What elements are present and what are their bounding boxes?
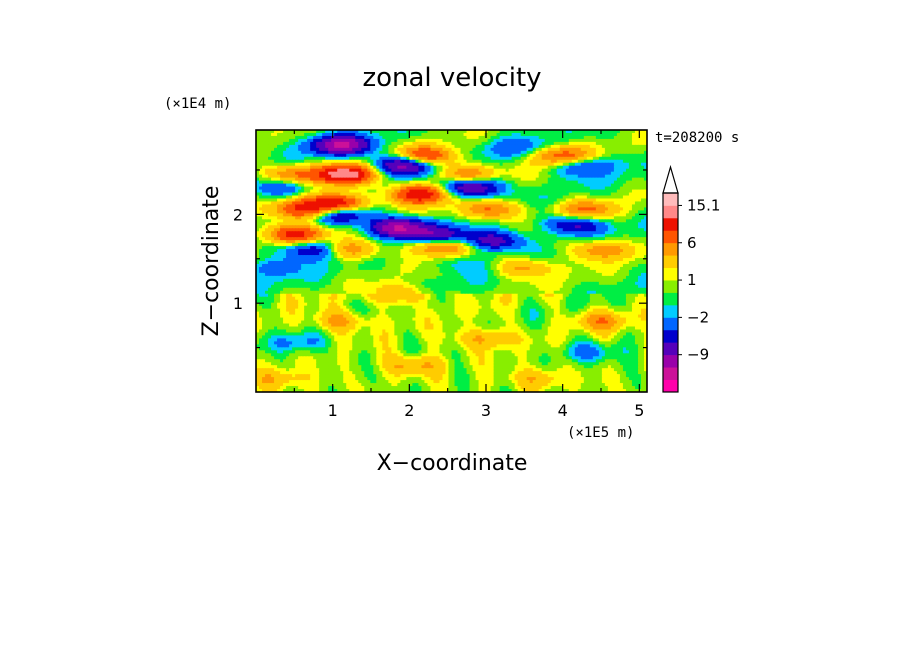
colorbar-swatch bbox=[663, 242, 678, 256]
colorbar-swatch bbox=[663, 217, 678, 231]
x-tick-label: 3 bbox=[481, 401, 491, 420]
colorbar: 15.1 6 1 −2 −9 bbox=[662, 164, 720, 393]
colorbar-swatch bbox=[663, 342, 678, 356]
colorbar-swatch bbox=[663, 280, 678, 293]
colorbar-swatch bbox=[663, 304, 678, 318]
colorbar-swatch bbox=[663, 367, 678, 380]
colorbar-label: −2 bbox=[687, 308, 709, 326]
y-axis-label: Z−coordinate bbox=[199, 186, 224, 337]
x-tick-label: 1 bbox=[328, 401, 338, 420]
x-tick-label: 2 bbox=[404, 401, 414, 420]
colorbar-swatch bbox=[663, 317, 678, 331]
colorbar-swatch bbox=[663, 267, 678, 281]
chart-title: zonal velocity bbox=[362, 63, 541, 93]
time-label: t=208200 s bbox=[655, 130, 739, 146]
colorbar-label: 15.1 bbox=[687, 196, 720, 214]
heatmap-field bbox=[256, 130, 647, 392]
x-tick-label: 5 bbox=[634, 401, 644, 420]
axis-ticks bbox=[256, 130, 647, 392]
colorbar-swatch bbox=[663, 329, 678, 343]
y-tick-label: 1 bbox=[233, 294, 243, 313]
colorbar-swatch bbox=[663, 292, 678, 306]
y-unit-label: (×1E4 m) bbox=[164, 96, 231, 112]
x-axis-label: X−coordinate bbox=[377, 451, 528, 476]
colorbar-label: 6 bbox=[687, 234, 697, 252]
colorbar-swatch bbox=[663, 379, 678, 393]
colorbar-label: −9 bbox=[687, 346, 709, 364]
colorbar-swatch bbox=[663, 230, 678, 244]
colorbar-swatch bbox=[663, 255, 678, 269]
y-tick-labels: 12 bbox=[233, 205, 243, 313]
plot-frame bbox=[255, 129, 648, 393]
colorbar-swatch bbox=[663, 354, 678, 368]
colorbar-swatch bbox=[663, 193, 678, 206]
x-tick-labels: 1 2 3 4 5 bbox=[328, 401, 645, 420]
colorbar-label: 1 bbox=[687, 271, 697, 289]
x-unit-label: (×1E5 m) bbox=[567, 425, 634, 441]
colorbar-swatch bbox=[663, 205, 678, 219]
x-tick-label: 4 bbox=[558, 401, 568, 420]
y-tick-label: 2 bbox=[233, 205, 243, 224]
